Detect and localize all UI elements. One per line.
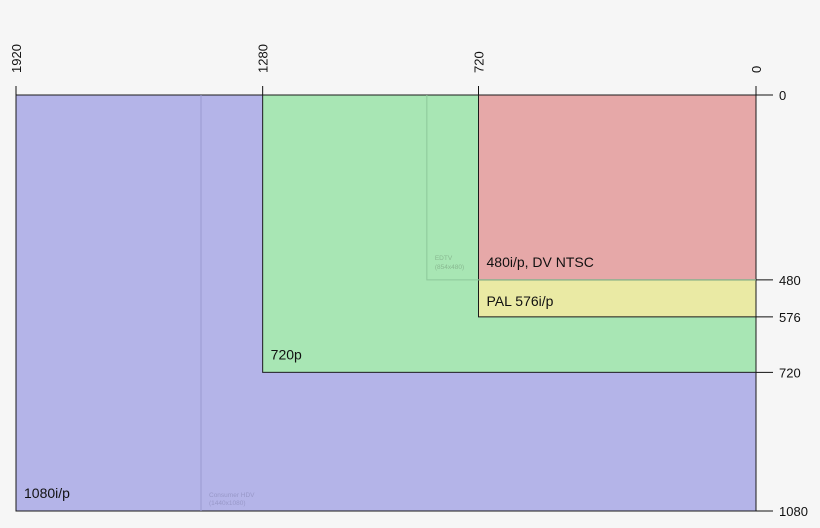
width-tick-label-1280: 1280: [256, 44, 271, 73]
format-outline-edtv: [426, 95, 756, 281]
format-label-576: PAL 576i/p: [487, 293, 554, 309]
width-axis: 1920 1280 720 0: [9, 44, 764, 95]
format-label-720: 720p: [271, 346, 302, 362]
format-rectangles: [15, 94, 757, 512]
height-tick-label-480: 480: [779, 273, 801, 288]
secondary-format-outlines: [200, 95, 756, 511]
height-tick-label-1080: 1080: [779, 504, 808, 519]
format-label-480: 480i/p, DV NTSC: [487, 254, 594, 270]
format-sublabel-hdv: (1440x1080): [209, 500, 246, 507]
format-label-1080: 1080i/p: [24, 485, 70, 501]
height-tick-label-576: 576: [779, 310, 801, 325]
format-rect-480: [478, 94, 757, 281]
width-tick-label-1920: 1920: [9, 44, 24, 73]
format-label-edtv: EDTV: [435, 255, 453, 262]
width-tick-label-720: 720: [472, 51, 487, 73]
format-label-hdv: Consumer HDV: [209, 492, 255, 499]
height-axis: 0 480 576 720 1080: [756, 88, 808, 519]
format-sublabel-edtv: (854x480): [435, 264, 464, 271]
width-tick-label-0: 0: [749, 66, 764, 73]
format-labels: Consumer HDV(1440x1080) EDTV (854x480) 1080…: [24, 254, 594, 507]
height-tick-label-0: 0: [779, 88, 786, 103]
height-tick-label-720: 720: [779, 365, 801, 380]
